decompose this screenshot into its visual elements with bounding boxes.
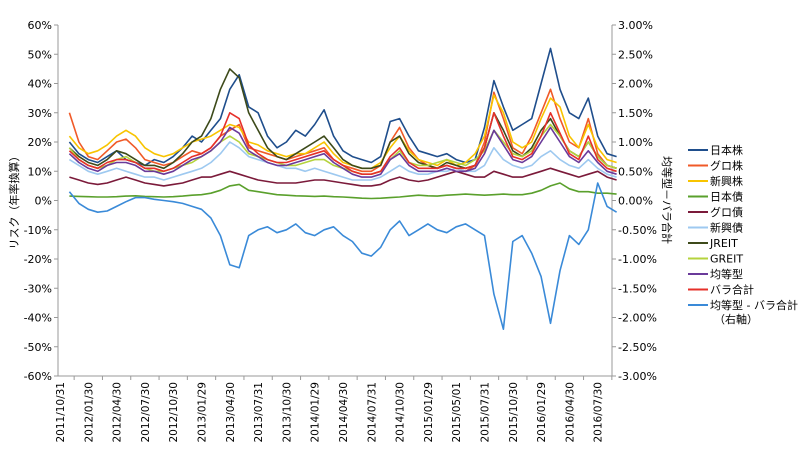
legend-label: 日本債: [710, 190, 743, 204]
y2-tick-label: -1.00%: [618, 253, 657, 266]
legend-label: 均等型 - バラ合計: [710, 298, 798, 312]
legend-label: 新興株: [710, 174, 743, 188]
x-tick-label: 2014/01/29: [310, 382, 322, 443]
x-tick-label: 2015/10/30: [508, 382, 520, 443]
y-tick-label: 60%: [28, 19, 52, 32]
x-tick-label: 2012/04/30: [112, 382, 124, 443]
series-line: [69, 167, 617, 187]
y2-tick-label: 0.00%: [618, 195, 653, 208]
y-tick-label: -60%: [24, 370, 52, 383]
series-line: [68, 112, 617, 175]
y-tick-label: 20%: [28, 136, 52, 149]
y2-tick-label: -2.00%: [618, 312, 657, 325]
x-tick-label: 2016/07/30: [593, 382, 605, 443]
legend-label: グロ債: [710, 205, 743, 219]
x-tick-label: 2014/07/31: [366, 382, 378, 443]
x-tick-label: 2013/01/29: [197, 382, 209, 443]
x-tick-label: 2016/01/29: [536, 382, 548, 443]
y-tick-label: 10%: [28, 165, 52, 178]
y2-tick-label: 1.50%: [618, 107, 653, 120]
series-line: [68, 94, 617, 170]
y-tick-label: -10%: [24, 224, 52, 237]
series-line: [69, 182, 617, 200]
y2-tick-label: -1.50%: [618, 282, 657, 295]
y-tick-label: -50%: [24, 341, 52, 354]
x-tick-label: 2014/04/30: [338, 382, 350, 443]
y-axis-title: リスク（年率換算）: [7, 151, 21, 250]
y2-tick-label: -0.50%: [618, 224, 657, 237]
y2-tick-label: -2.50%: [618, 341, 657, 354]
series-line: [68, 141, 617, 181]
legend-label: JREIT: [709, 237, 738, 250]
y-tick-label: 40%: [28, 78, 52, 91]
legend-label-sub: （右軸）: [714, 312, 758, 326]
y2-tick-label: 1.00%: [618, 136, 653, 149]
series-line: [68, 47, 617, 167]
legend-label: GREIT: [710, 253, 743, 266]
x-tick-label: 2015/01/29: [423, 382, 435, 443]
series-line: [68, 182, 618, 331]
x-tick-label: 2012/10/30: [168, 382, 180, 443]
series-line: [68, 126, 617, 178]
x-tick-label: 2016/04/30: [564, 382, 576, 443]
x-tick-label: 2013/10/30: [281, 382, 293, 443]
x-tick-label: 2015/07/31: [480, 382, 492, 443]
y-tick-label: -20%: [24, 253, 52, 266]
y-tick-label: 50%: [28, 48, 52, 61]
y-tick-label: 0%: [35, 195, 52, 208]
x-tick-label: 2011/10/31: [55, 382, 67, 443]
x-tick-label: 2013/07/31: [253, 382, 265, 443]
y-tick-label: -40%: [24, 312, 52, 325]
legend-label: バラ合計: [710, 283, 754, 297]
x-tick-label: 2015/05/01: [451, 382, 463, 443]
y2-tick-label: -3.00%: [618, 370, 657, 383]
x-tick-label: 2012/01/30: [83, 382, 95, 443]
y2-tick-label: 2.00%: [618, 78, 653, 91]
y2-tick-label: 0.50%: [618, 165, 653, 178]
y2-axis-title: 均等型－バラ合計: [660, 156, 674, 244]
x-tick-label: 2014/10/30: [395, 382, 407, 443]
x-tick-label: 2012/07/30: [140, 382, 152, 443]
series-line: [68, 68, 617, 170]
legend-label: グロ株: [710, 159, 743, 173]
y2-tick-label: 2.50%: [618, 48, 653, 61]
legend-label: 新興債: [710, 221, 743, 235]
legend-label: 均等型: [710, 267, 743, 281]
y2-tick-label: 3.00%: [618, 19, 653, 32]
y-tick-label: -30%: [24, 282, 52, 295]
y-tick-label: 30%: [28, 107, 52, 120]
legend-label: 日本株: [710, 143, 743, 157]
x-tick-label: 2013/04/30: [225, 382, 237, 443]
